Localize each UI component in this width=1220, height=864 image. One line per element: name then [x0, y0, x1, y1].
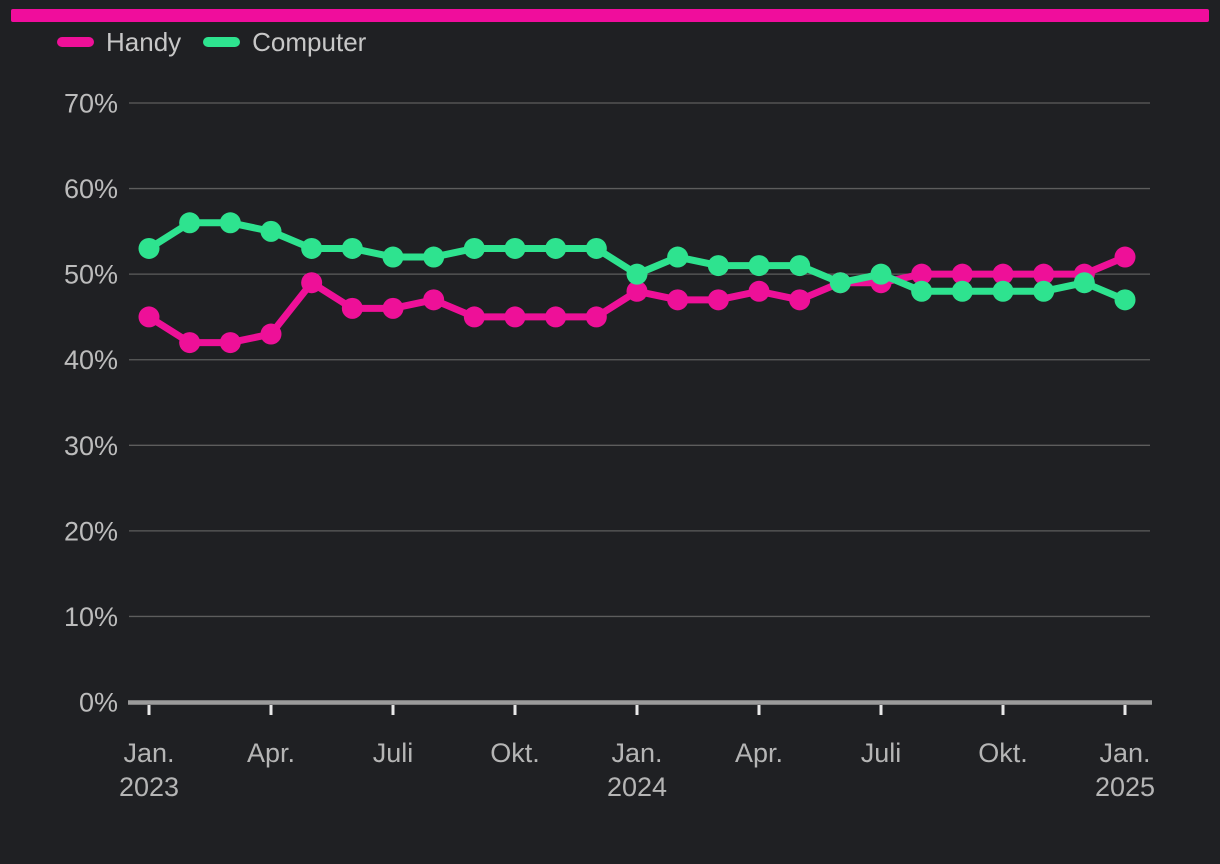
- data-point-computer-7[interactable]: [423, 246, 445, 268]
- data-point-handy-21[interactable]: [992, 263, 1014, 285]
- data-point-handy-10[interactable]: [545, 306, 567, 328]
- top-accent-bar: [11, 9, 1209, 22]
- legend-label-computer: Computer: [252, 27, 367, 57]
- y-tick-label-70: 70%: [64, 89, 118, 119]
- x-tick-label-12: Jan.: [611, 738, 662, 768]
- y-tick-label-50: 50%: [64, 260, 118, 290]
- data-point-handy-0[interactable]: [138, 306, 160, 328]
- data-point-handy-11[interactable]: [585, 306, 607, 328]
- data-point-handy-9[interactable]: [504, 306, 526, 328]
- legend-label-handy: Handy: [106, 27, 182, 57]
- data-point-computer-1[interactable]: [179, 212, 201, 234]
- x-tick-label-6: Juli: [373, 738, 414, 768]
- y-tick-label-30: 30%: [64, 431, 118, 461]
- data-point-computer-22[interactable]: [1033, 280, 1055, 302]
- data-point-computer-14[interactable]: [707, 255, 729, 277]
- data-point-computer-2[interactable]: [219, 212, 241, 234]
- data-point-handy-6[interactable]: [382, 297, 404, 319]
- x-tick-label-15: Apr.: [735, 738, 783, 768]
- data-point-computer-23[interactable]: [1073, 272, 1095, 294]
- data-point-computer-12[interactable]: [626, 263, 648, 285]
- data-point-computer-0[interactable]: [138, 237, 160, 259]
- data-point-handy-24[interactable]: [1114, 246, 1136, 268]
- data-point-computer-5[interactable]: [341, 237, 363, 259]
- data-point-handy-1[interactable]: [179, 332, 201, 354]
- data-point-computer-17[interactable]: [829, 272, 851, 294]
- data-point-computer-15[interactable]: [748, 255, 770, 277]
- data-point-computer-16[interactable]: [789, 255, 811, 277]
- x-tick-label-18: Juli: [861, 738, 902, 768]
- y-tick-label-10: 10%: [64, 602, 118, 632]
- data-point-handy-2[interactable]: [219, 332, 241, 354]
- data-point-handy-8[interactable]: [463, 306, 485, 328]
- x-tick-sublabel-12: 2024: [607, 772, 667, 802]
- data-point-handy-20[interactable]: [951, 263, 973, 285]
- data-point-computer-24[interactable]: [1114, 289, 1136, 311]
- data-point-computer-8[interactable]: [463, 237, 485, 259]
- data-point-computer-21[interactable]: [992, 280, 1014, 302]
- x-tick-label-3: Apr.: [247, 738, 295, 768]
- x-tick-sublabel-0: 2023: [119, 772, 179, 802]
- y-tick-label-20: 20%: [64, 516, 118, 546]
- y-tick-label-40: 40%: [64, 345, 118, 375]
- data-point-computer-10[interactable]: [545, 237, 567, 259]
- data-point-handy-4[interactable]: [301, 272, 323, 294]
- data-point-handy-19[interactable]: [911, 263, 933, 285]
- data-point-handy-13[interactable]: [667, 289, 689, 311]
- data-point-computer-19[interactable]: [911, 280, 933, 302]
- x-tick-label-24: Jan.: [1099, 738, 1150, 768]
- data-point-handy-15[interactable]: [748, 280, 770, 302]
- data-point-handy-16[interactable]: [789, 289, 811, 311]
- data-point-handy-5[interactable]: [341, 297, 363, 319]
- y-tick-label-60: 60%: [64, 174, 118, 204]
- x-tick-label-9: Okt.: [490, 738, 540, 768]
- data-point-computer-4[interactable]: [301, 237, 323, 259]
- legend-item-handy: Handy: [57, 29, 181, 55]
- data-point-computer-18[interactable]: [870, 263, 892, 285]
- data-point-handy-12[interactable]: [626, 280, 648, 302]
- legend-item-computer: Computer: [203, 29, 366, 55]
- data-point-computer-11[interactable]: [585, 237, 607, 259]
- x-tick-sublabel-24: 2025: [1095, 772, 1155, 802]
- data-point-handy-22[interactable]: [1033, 263, 1055, 285]
- data-point-handy-14[interactable]: [707, 289, 729, 311]
- y-tick-label-0: 0%: [79, 688, 118, 718]
- chart-legend: Handy Computer: [57, 29, 366, 55]
- data-point-computer-6[interactable]: [382, 246, 404, 268]
- data-point-handy-3[interactable]: [260, 323, 282, 345]
- data-point-computer-3[interactable]: [260, 220, 282, 242]
- x-tick-label-0: Jan.: [123, 738, 174, 768]
- data-point-computer-9[interactable]: [504, 237, 526, 259]
- data-point-handy-7[interactable]: [423, 289, 445, 311]
- data-point-computer-13[interactable]: [667, 246, 689, 268]
- legend-swatch-computer: [203, 37, 241, 47]
- data-point-computer-20[interactable]: [951, 280, 973, 302]
- x-tick-label-21: Okt.: [978, 738, 1028, 768]
- legend-swatch-handy: [57, 37, 94, 47]
